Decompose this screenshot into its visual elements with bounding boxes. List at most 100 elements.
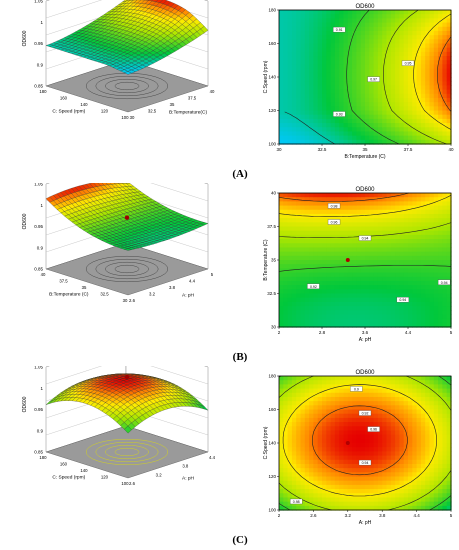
panel-label-b: (B)	[232, 351, 248, 363]
x-tick-label: 180	[39, 89, 47, 94]
z-tick-label: 0.95	[34, 41, 43, 46]
x-tick-label: 40	[41, 272, 46, 277]
x-tick-label: 100	[121, 481, 129, 486]
design-point	[124, 215, 130, 220]
surface-plot-a: 0.85 0.9 0.95 1 1.05 OD600 180 160 140 120 100 C: S…	[22, 0, 215, 120]
x-tick-label: 2.6	[310, 513, 317, 518]
z-tick-label: 1	[40, 20, 43, 25]
x-tick-label: 5	[450, 330, 453, 335]
x-axis-label: A: pH	[359, 337, 372, 343]
x-tick-label: 32.5	[100, 292, 109, 297]
panel-b: 0.85 0.9 0.95 1 1.05 OD600 40 37.5 35 32.5 30 B:Tem…	[0, 183, 459, 366]
y-tick-label: 32.5	[267, 291, 276, 296]
z-tick-label: 0.85	[34, 450, 43, 455]
z-axis-label: OD600	[22, 213, 28, 229]
y-tick-label: 2.6	[129, 298, 136, 303]
contour-level-label: 0.94	[362, 461, 369, 465]
x-axis-label: B:Temperature (C)	[344, 154, 385, 160]
contour-lines	[278, 375, 452, 511]
contour-lines	[284, 9, 452, 145]
contour-title: OD600	[355, 187, 375, 193]
x-tick-label: 37.5	[59, 279, 68, 284]
z-tick-label: 1	[40, 203, 43, 208]
design-point	[124, 374, 130, 380]
contour-level-label: 0.93	[336, 113, 343, 117]
panel-label-a: (A)	[232, 168, 248, 180]
contour-level-label: 0.94	[399, 298, 406, 302]
y-tick-label: 5	[211, 272, 214, 277]
x-tick-label: 2	[278, 330, 281, 335]
x-tick-label: 140	[80, 102, 88, 107]
y-tick-label: 37.5	[267, 224, 276, 229]
y-tick-label: 140	[268, 75, 276, 80]
y-tick-label: 37.5	[188, 96, 197, 101]
x-tick-label: 30	[276, 147, 282, 152]
contour-plot-a: OD600 30 32.5 35 37.5 40 100 120 140 160 180 B:Temp…	[263, 4, 454, 160]
design-point	[345, 441, 350, 445]
z-tick-label: 0.85	[34, 84, 43, 89]
panel-c: 0.85 0.9 0.95 1 1.05 OD600 180 160 140 120 100 C: S…	[0, 366, 459, 549]
y-tick-label: 2.6	[129, 481, 136, 486]
x-tick-label: 120	[101, 109, 109, 114]
x-axis-label: C: Speed (rpm)	[52, 474, 85, 480]
contour-level-label: 0.94	[441, 281, 448, 285]
y-tick-label: 35	[170, 102, 175, 107]
y-tick-label: 160	[268, 407, 276, 412]
x-tick-label: 32.5	[318, 147, 327, 152]
contour-level-label: 0.94	[362, 237, 369, 241]
y-tick-label: 180	[268, 8, 276, 13]
surface-plot-b: 0.85 0.9 0.95 1 1.05 OD600 40 37.5 35 32.5 30 B:Tem…	[22, 183, 214, 303]
panel-label-c: (C)	[232, 534, 248, 546]
z-tick-label: 0.85	[34, 267, 43, 272]
y-axis-label: C:Speed (rpm)	[263, 60, 269, 93]
x-tick-label: 160	[60, 462, 68, 467]
z-tick-label: 0.9	[37, 62, 44, 67]
contour-level-label: 0.96	[370, 428, 377, 432]
y-axis-label: A: pH	[182, 293, 195, 299]
z-tick-label: 1.05	[34, 0, 43, 4]
y-axis-label: B:Temperature (C)	[263, 239, 269, 280]
y-tick-label: 30	[271, 325, 277, 330]
y-tick-label: 35	[271, 258, 277, 263]
x-tick-label: 160	[60, 96, 68, 101]
x-tick-label: 120	[101, 475, 109, 480]
contour-level-label: 0.92	[310, 285, 317, 289]
z-axis-label: OD600	[22, 396, 28, 412]
y-tick-label: 100	[268, 142, 276, 147]
contour-title: OD600	[355, 370, 375, 376]
response-surface	[45, 0, 209, 75]
response-surface	[45, 183, 209, 251]
z-tick-label: 0.9	[37, 428, 44, 433]
surface-plot-c: 0.85 0.9 0.95 1 1.05 OD600 180 160 140 120 100 C: S…	[22, 366, 216, 486]
x-tick-label: 3.6	[362, 330, 369, 335]
contour-plot-c: OD600 2 2.6 3.2 3.8 4.4 5 100 120 140 160 180 A: pH C…	[263, 370, 453, 526]
z-tick-label: 0.9	[37, 245, 44, 250]
y-tick-label: 40	[210, 89, 215, 94]
y-tick-label: 3.8	[169, 285, 176, 290]
y-tick-label: 100	[268, 508, 276, 513]
contour-level-label: 0.97	[370, 78, 377, 82]
y-tick-label: 4.4	[189, 279, 196, 284]
z-tick-label: 1.05	[34, 183, 43, 187]
y-tick-label: 120	[268, 474, 276, 479]
x-axis-label: C: Speed (rpm)	[52, 108, 85, 114]
y-tick-label: 3.2	[156, 472, 163, 477]
x-tick-label: 3.2	[345, 513, 352, 518]
z-tick-label: 1	[40, 386, 43, 391]
contour-level-label: 0.9	[354, 387, 359, 391]
contour-level-label: 0.98	[331, 204, 338, 208]
y-tick-label: 160	[268, 41, 276, 46]
x-tick-label: 4.4	[413, 513, 420, 518]
y-tick-label: 140	[268, 441, 276, 446]
y-axis-label: B:Temperature(C)	[169, 110, 208, 116]
z-tick-label: 0.95	[34, 224, 43, 229]
contour-level-label: 0.92	[362, 412, 369, 416]
x-tick-label: 40	[448, 147, 454, 152]
x-tick-label: 35	[362, 147, 368, 152]
contour-plot-b: OD600 2 2.8 3.6 4.4 5 30 32.5 35 37.5 40 A: pH B:Tem…	[263, 187, 453, 343]
z-tick-label: 0.95	[34, 407, 43, 412]
x-tick-label: 37.5	[404, 147, 413, 152]
contour-level-label: 0.96	[331, 220, 338, 224]
contour-lines	[278, 192, 452, 272]
contour-title: OD600	[355, 4, 375, 10]
